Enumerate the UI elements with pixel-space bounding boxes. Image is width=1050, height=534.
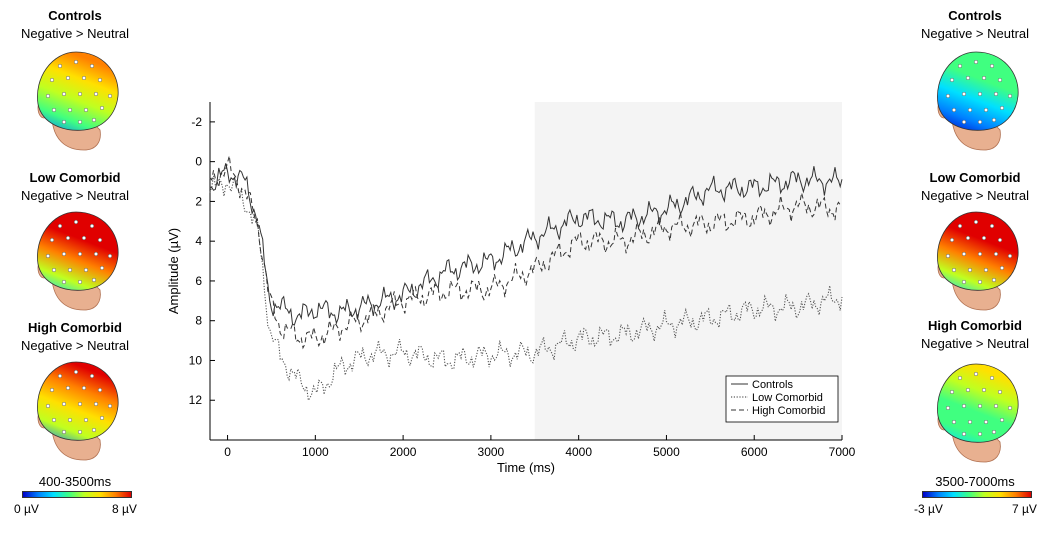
time-range-label: 400-3500ms [38, 474, 112, 489]
panel-subtitle: Negative > Neutral [20, 338, 130, 353]
erp-line-chart: 0 1000 2000 3000 4000 5000 6000 7000 -2 0 2 4 6 8 10 12… [166, 102, 856, 475]
head-topography-map [37, 51, 119, 151]
x-tick-label: 1000 [302, 445, 329, 459]
panel-title: Low Comorbid [929, 170, 1021, 185]
panel-subtitle: Negative > Neutral [920, 336, 1030, 351]
head-topography-map [937, 211, 1019, 311]
colorbar [922, 491, 1032, 498]
panel-subtitle: Negative > Neutral [20, 188, 130, 203]
x-tick-label: 7000 [829, 445, 856, 459]
x-axis-title: Time (ms) [497, 460, 555, 475]
y-tick-label: 0 [195, 155, 202, 169]
y-tick-label: 2 [195, 194, 202, 208]
legend-entry: Controls [752, 379, 793, 391]
x-tick-label: 5000 [653, 445, 680, 459]
colorbar-max-label: 8 µV [112, 502, 137, 516]
panel-title: Controls [48, 8, 102, 23]
tick-labels: 0 1000 2000 3000 4000 5000 6000 7000 -2 0 2 4 6 8 10 12 [189, 115, 856, 459]
series-line-solid [209, 163, 843, 326]
x-tick-label: 4000 [565, 445, 592, 459]
x-tick-label: 3000 [478, 445, 505, 459]
head-topography-map [937, 363, 1019, 463]
y-tick-label: 8 [195, 314, 202, 328]
head-topography-map [37, 361, 119, 461]
colorbar [22, 491, 132, 498]
y-tick-label: -2 [191, 115, 202, 129]
x-tick-label: 2000 [390, 445, 417, 459]
y-axis-title: Amplitude (µV) [166, 228, 181, 314]
panel-subtitle: Negative > Neutral [920, 188, 1030, 203]
head-topography-map [937, 51, 1019, 151]
series-lines [209, 155, 843, 402]
y-tick-label: 10 [189, 353, 203, 367]
y-tick-label: 12 [189, 393, 203, 407]
panel-subtitle: Negative > Neutral [20, 26, 130, 41]
colorbar-min-label: 0 µV [14, 502, 39, 516]
panel-title: High Comorbid [28, 320, 122, 335]
legend-entry: Low Comorbid [752, 392, 823, 404]
panel-title: Controls [948, 8, 1002, 23]
panel-title: Low Comorbid [29, 170, 121, 185]
legend-entry: High Comorbid [752, 405, 825, 417]
colorbar-min-label: -3 µV [914, 502, 943, 516]
series-line-dotted [209, 175, 843, 402]
panel-subtitle: Negative > Neutral [920, 26, 1030, 41]
y-tick-label: 6 [195, 274, 202, 288]
panel-title: High Comorbid [928, 318, 1022, 333]
x-tick-label: 0 [224, 445, 231, 459]
colorbar-max-label: 7 µV [1012, 502, 1037, 516]
y-tick-label: 4 [195, 234, 202, 248]
time-range-label: 3500-7000ms [935, 474, 1015, 489]
x-tick-label: 6000 [741, 445, 768, 459]
head-topography-map [37, 211, 119, 311]
